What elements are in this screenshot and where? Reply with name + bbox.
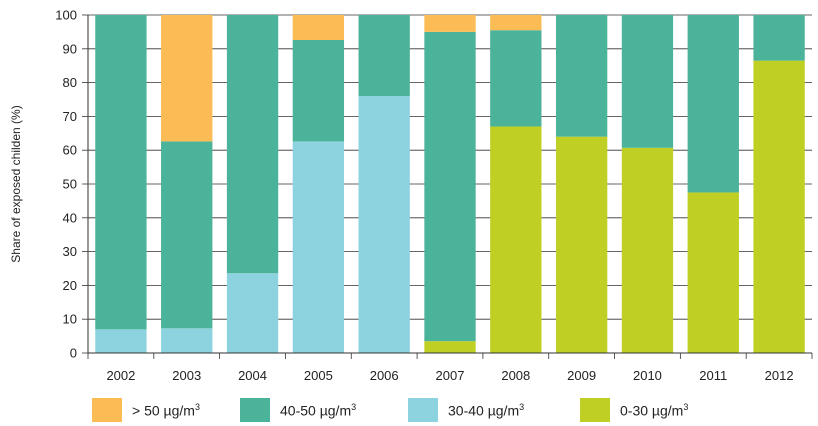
x-tick-label: 2004 [238, 368, 267, 383]
legend-swatch [240, 398, 270, 422]
legend-label: 40-50 µg/m3 [280, 401, 357, 419]
y-tick-label: 90 [63, 41, 77, 56]
x-tick-labels: 2002 2003 2004 2005 2006 2007 2008 2009 2010 2011… [106, 368, 793, 383]
y-tick-label: 40 [63, 210, 77, 225]
legend-item-0-30: 0-30 µg/m3 [580, 398, 688, 422]
legend-swatch [580, 398, 610, 422]
x-tick-label: 2007 [436, 368, 465, 383]
bar-segment [490, 126, 542, 353]
legend-label: 0-30 µg/m3 [620, 401, 689, 419]
bar-segment [292, 15, 345, 41]
bar-segment [95, 15, 147, 330]
bar-segment [226, 273, 279, 353]
bar-segment [490, 30, 542, 127]
bar-segment [687, 15, 739, 193]
x-tick-label: 2005 [304, 368, 333, 383]
x-tick-label: 2011 [699, 368, 727, 383]
bar-segment [555, 136, 608, 353]
bar-segment [95, 329, 147, 353]
bar-segment [424, 31, 476, 342]
y-tick-label: 80 [63, 75, 77, 90]
bar-segment [687, 192, 739, 353]
axes [82, 14, 813, 359]
y-tick-label: 70 [63, 109, 77, 124]
bar-segment [490, 15, 542, 31]
bar-segment [358, 15, 410, 97]
y-tick-labels: 0 10 20 30 40 50 60 70 80 90 100 [55, 8, 77, 361]
x-tick-label: 2008 [501, 368, 530, 383]
legend-label: 30-40 µg/m3 [448, 401, 525, 419]
bar-segment [753, 15, 805, 61]
y-tick-label: 20 [63, 278, 77, 293]
x-tick-label: 2003 [172, 368, 201, 383]
y-tick-label: 100 [55, 8, 77, 23]
y-tick-label: 50 [63, 177, 77, 192]
bar-segment [161, 15, 213, 142]
bar-segment [226, 15, 279, 274]
legend-swatch [92, 398, 122, 422]
x-tick-label: 2009 [567, 368, 596, 383]
y-tick-label: 60 [63, 143, 77, 158]
bar-segment [358, 96, 410, 354]
legend-item-40-50: 40-50 µg/m3 [240, 398, 356, 422]
bar-segment [621, 147, 674, 353]
x-tick-label: 2002 [106, 368, 135, 383]
bar-segment [161, 141, 213, 329]
bar-segment [292, 141, 345, 353]
bar-segment [161, 328, 213, 353]
y-axis-label: Share of exposed childen (%) [9, 105, 23, 262]
x-tick-label: 2012 [765, 368, 794, 383]
x-tick-label: 2010 [633, 368, 662, 383]
y-tick-label: 30 [63, 244, 77, 259]
legend-swatch [408, 398, 438, 422]
bar-segment [424, 341, 476, 353]
bar-segment [753, 60, 805, 353]
y-tick-label: 0 [70, 346, 77, 361]
legend: > 50 µg/m3 40-50 µg/m3 30-40 µg/m3 0-30 … [92, 398, 812, 422]
bar-segment [555, 15, 608, 137]
bars [95, 15, 805, 354]
legend-item-30-40: 30-40 µg/m3 [408, 398, 524, 422]
bar-segment [292, 40, 345, 142]
legend-label: > 50 µg/m3 [132, 401, 200, 419]
x-tick-label: 2006 [370, 368, 399, 383]
y-tick-label: 10 [63, 312, 77, 327]
legend-item-over-50: > 50 µg/m3 [92, 398, 200, 422]
bar-segment [621, 15, 674, 148]
bar-segment [424, 15, 476, 32]
